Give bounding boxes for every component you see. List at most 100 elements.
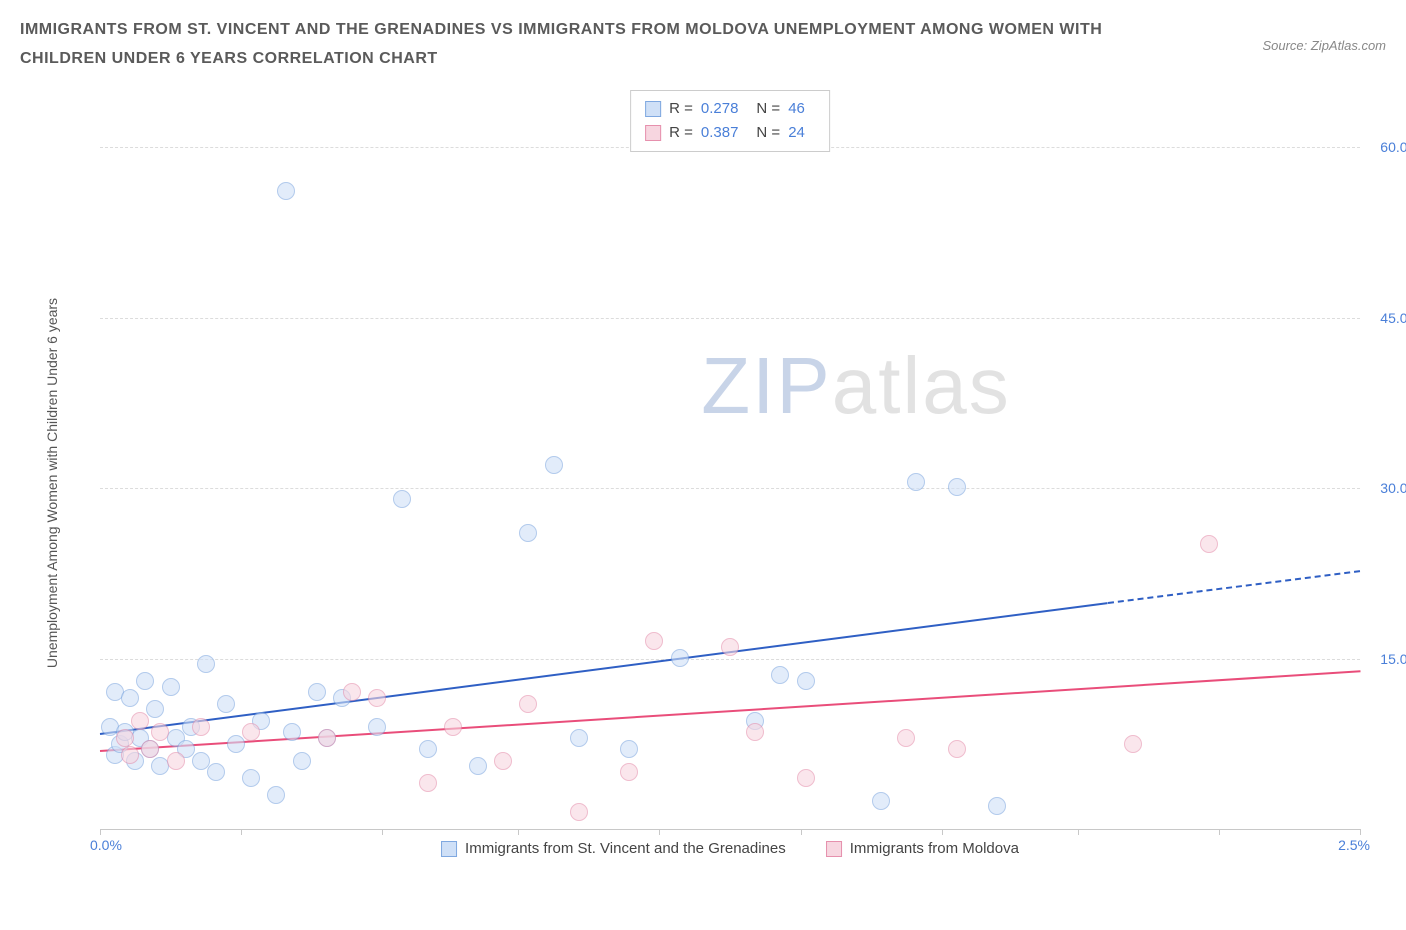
data-point	[121, 689, 139, 707]
data-point	[116, 729, 134, 747]
data-point	[620, 740, 638, 758]
r-label: R =	[669, 121, 693, 145]
data-point	[242, 769, 260, 787]
swatch-mol	[645, 125, 661, 141]
data-point	[419, 740, 437, 758]
y-axis-label: Unemployment Among Women with Children U…	[44, 298, 60, 668]
data-point	[948, 478, 966, 496]
x-tick	[100, 829, 101, 835]
watermark-atlas: atlas	[832, 341, 1011, 430]
watermark-zip: ZIP	[701, 341, 831, 430]
data-point	[797, 769, 815, 787]
x-tick	[1078, 829, 1079, 835]
x-max-label: 2.5%	[1338, 837, 1370, 853]
data-point	[545, 456, 563, 474]
data-point	[988, 797, 1006, 815]
data-point	[570, 803, 588, 821]
y-tick-label: 60.0%	[1380, 139, 1406, 155]
x-tick	[659, 829, 660, 835]
swatch-svg-icon	[441, 841, 457, 857]
data-point	[872, 792, 890, 810]
data-point	[141, 740, 159, 758]
data-point	[283, 723, 301, 741]
data-point	[419, 774, 437, 792]
data-point	[242, 723, 260, 741]
x-tick	[1360, 829, 1361, 835]
data-point	[620, 763, 638, 781]
legend-item-svg: Immigrants from St. Vincent and the Gren…	[441, 840, 786, 857]
data-point	[293, 752, 311, 770]
data-point	[167, 752, 185, 770]
x-tick	[801, 829, 802, 835]
n-label: N =	[756, 121, 780, 145]
x-tick	[382, 829, 383, 835]
data-point	[771, 666, 789, 684]
scatter-plot: ZIPatlas R = 0.278 N = 46 R = 0.387 N = …	[100, 90, 1360, 830]
grid-line	[100, 659, 1360, 660]
watermark: ZIPatlas	[701, 340, 1010, 432]
data-point	[343, 683, 361, 701]
n-value-svg: 46	[788, 97, 805, 121]
n-label: N =	[756, 97, 780, 121]
y-tick-label: 30.0%	[1380, 480, 1406, 496]
data-point	[277, 182, 295, 200]
y-tick-label: 45.0%	[1380, 310, 1406, 326]
chart-source: Source: ZipAtlas.com	[1262, 38, 1386, 53]
trend-line	[100, 602, 1108, 735]
legend-series: Immigrants from St. Vincent and the Gren…	[441, 840, 1019, 857]
legend-label-mol: Immigrants from Moldova	[850, 840, 1019, 857]
data-point	[469, 757, 487, 775]
data-point	[136, 672, 154, 690]
legend-label-svg: Immigrants from St. Vincent and the Gren…	[465, 840, 786, 857]
x-tick	[241, 829, 242, 835]
grid-line	[100, 318, 1360, 319]
data-point	[1200, 535, 1218, 553]
data-point	[494, 752, 512, 770]
r-value-svg: 0.278	[701, 97, 739, 121]
data-point	[897, 729, 915, 747]
data-point	[146, 700, 164, 718]
grid-line	[100, 488, 1360, 489]
x-tick	[518, 829, 519, 835]
x-tick	[942, 829, 943, 835]
r-label: R =	[669, 97, 693, 121]
data-point	[746, 723, 764, 741]
x-tick	[1219, 829, 1220, 835]
data-point	[570, 729, 588, 747]
data-point	[393, 490, 411, 508]
r-value-mol: 0.387	[701, 121, 739, 145]
data-point	[519, 695, 537, 713]
data-point	[444, 718, 462, 736]
data-point	[121, 746, 139, 764]
legend-row-mol: R = 0.387 N = 24	[645, 121, 815, 145]
data-point	[151, 723, 169, 741]
data-point	[368, 689, 386, 707]
data-point	[519, 524, 537, 542]
y-tick-label: 15.0%	[1380, 651, 1406, 667]
data-point	[162, 678, 180, 696]
data-point	[267, 786, 285, 804]
chart-header: IMMIGRANTS FROM ST. VINCENT AND THE GREN…	[0, 0, 1406, 74]
data-point	[721, 638, 739, 656]
n-value-mol: 24	[788, 121, 805, 145]
data-point	[217, 695, 235, 713]
data-point	[227, 735, 245, 753]
data-point	[308, 683, 326, 701]
chart-area: Unemployment Among Women with Children U…	[70, 90, 1370, 860]
data-point	[797, 672, 815, 690]
data-point	[207, 763, 225, 781]
data-point	[948, 740, 966, 758]
trend-line	[1108, 570, 1360, 604]
swatch-svg	[645, 101, 661, 117]
data-point	[907, 473, 925, 491]
data-point	[192, 718, 210, 736]
legend-stats: R = 0.278 N = 46 R = 0.387 N = 24	[630, 90, 830, 152]
data-point	[671, 649, 689, 667]
data-point	[197, 655, 215, 673]
swatch-mol-icon	[826, 841, 842, 857]
legend-item-mol: Immigrants from Moldova	[826, 840, 1019, 857]
x-origin-label: 0.0%	[90, 837, 122, 853]
legend-row-svg: R = 0.278 N = 46	[645, 97, 815, 121]
data-point	[1124, 735, 1142, 753]
data-point	[131, 712, 149, 730]
